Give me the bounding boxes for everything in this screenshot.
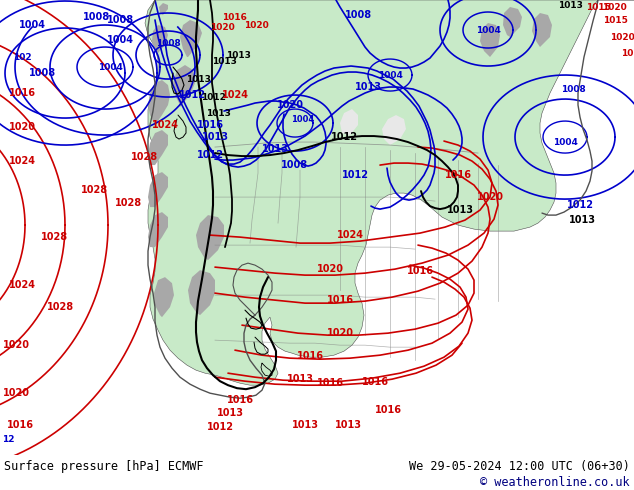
Text: 1020: 1020 <box>276 100 304 110</box>
Polygon shape <box>159 3 168 15</box>
Text: 1020: 1020 <box>3 340 30 350</box>
Text: 1012: 1012 <box>567 200 593 210</box>
Text: 1028: 1028 <box>46 302 74 312</box>
Text: 1013: 1013 <box>335 420 361 430</box>
Polygon shape <box>340 109 358 135</box>
Text: 1016: 1016 <box>6 420 34 430</box>
Text: 102: 102 <box>13 52 31 62</box>
Text: 1016: 1016 <box>221 13 247 22</box>
Text: 1016: 1016 <box>361 377 389 387</box>
Polygon shape <box>196 215 224 260</box>
Text: 1020: 1020 <box>602 2 626 11</box>
Polygon shape <box>154 277 174 317</box>
Polygon shape <box>148 130 168 165</box>
Text: 1012: 1012 <box>342 170 368 180</box>
Text: 1008: 1008 <box>84 12 110 22</box>
Text: 1004: 1004 <box>553 138 578 147</box>
Text: 1015: 1015 <box>586 2 611 11</box>
Text: 1013: 1013 <box>557 0 583 9</box>
Polygon shape <box>480 23 500 57</box>
Text: 1013: 1013 <box>226 50 250 59</box>
Polygon shape <box>148 212 168 247</box>
Text: 1008: 1008 <box>29 68 56 78</box>
Text: 1016: 1016 <box>444 170 472 180</box>
Text: 102: 102 <box>621 49 634 57</box>
Text: 1028: 1028 <box>131 152 158 162</box>
Text: 1012: 1012 <box>179 90 205 100</box>
Text: 1013: 1013 <box>292 420 318 430</box>
Text: 1004: 1004 <box>98 63 122 72</box>
Text: We 29-05-2024 12:00 UTC (06+30): We 29-05-2024 12:00 UTC (06+30) <box>409 460 630 473</box>
Text: 12: 12 <box>2 435 14 444</box>
Text: 1008: 1008 <box>344 10 372 20</box>
Text: 1020: 1020 <box>610 32 634 42</box>
Text: 1024: 1024 <box>221 90 249 100</box>
Text: 1016: 1016 <box>8 88 36 98</box>
Polygon shape <box>382 115 406 145</box>
Text: 1004: 1004 <box>476 25 500 34</box>
Text: 1013: 1013 <box>446 205 474 215</box>
Text: 1004: 1004 <box>378 71 403 79</box>
Text: 1028: 1028 <box>41 232 68 242</box>
Polygon shape <box>532 13 552 47</box>
Text: 1008: 1008 <box>107 15 134 25</box>
Text: 1020: 1020 <box>243 21 268 29</box>
Text: 1013: 1013 <box>202 132 228 142</box>
Text: 1020: 1020 <box>210 23 235 31</box>
Text: 1016: 1016 <box>327 295 354 305</box>
Text: 1012: 1012 <box>200 93 226 101</box>
Text: 1008: 1008 <box>155 39 181 48</box>
Polygon shape <box>152 25 168 53</box>
Text: 1013: 1013 <box>186 74 210 83</box>
Text: 1013: 1013 <box>205 109 230 118</box>
Text: 1024: 1024 <box>152 120 179 130</box>
Polygon shape <box>180 20 202 57</box>
Polygon shape <box>148 80 170 125</box>
Polygon shape <box>173 65 195 107</box>
Text: 1013: 1013 <box>287 374 313 384</box>
Text: 1016: 1016 <box>316 378 344 388</box>
Text: © weatheronline.co.uk: © weatheronline.co.uk <box>481 476 630 489</box>
Text: 1028: 1028 <box>115 198 141 208</box>
Polygon shape <box>188 270 215 315</box>
Text: 1008: 1008 <box>560 85 585 94</box>
Text: 1008: 1008 <box>281 160 309 170</box>
Text: 1020: 1020 <box>3 388 30 398</box>
Text: 1013: 1013 <box>212 56 236 66</box>
Text: 1004: 1004 <box>292 115 314 123</box>
Polygon shape <box>145 0 634 385</box>
Polygon shape <box>503 7 522 37</box>
Text: 1024: 1024 <box>8 280 36 290</box>
Text: 1016: 1016 <box>375 405 401 415</box>
Text: 1004: 1004 <box>18 20 46 30</box>
Text: 1020: 1020 <box>8 122 36 132</box>
Text: 1012: 1012 <box>207 422 233 432</box>
Text: 1012: 1012 <box>330 132 358 142</box>
Text: 1028: 1028 <box>81 185 108 195</box>
Text: 1015: 1015 <box>602 16 628 24</box>
Text: 1013: 1013 <box>354 82 382 92</box>
Text: 1016: 1016 <box>197 120 224 130</box>
Text: 1024: 1024 <box>8 156 36 166</box>
Text: 1020: 1020 <box>327 328 354 338</box>
Text: 1016: 1016 <box>226 395 254 405</box>
Text: 1004: 1004 <box>107 35 134 45</box>
Text: 1012: 1012 <box>197 150 224 160</box>
Polygon shape <box>148 172 168 207</box>
Text: Surface pressure [hPa] ECMWF: Surface pressure [hPa] ECMWF <box>4 460 204 473</box>
Text: 1013: 1013 <box>569 215 595 225</box>
Text: 1013: 1013 <box>216 408 243 418</box>
Text: 1020: 1020 <box>477 192 503 202</box>
Text: 1016: 1016 <box>297 351 323 361</box>
Text: 1013: 1013 <box>261 144 288 154</box>
Text: 1016: 1016 <box>406 266 434 276</box>
Text: 1020: 1020 <box>316 264 344 274</box>
Text: 1024: 1024 <box>337 230 363 240</box>
